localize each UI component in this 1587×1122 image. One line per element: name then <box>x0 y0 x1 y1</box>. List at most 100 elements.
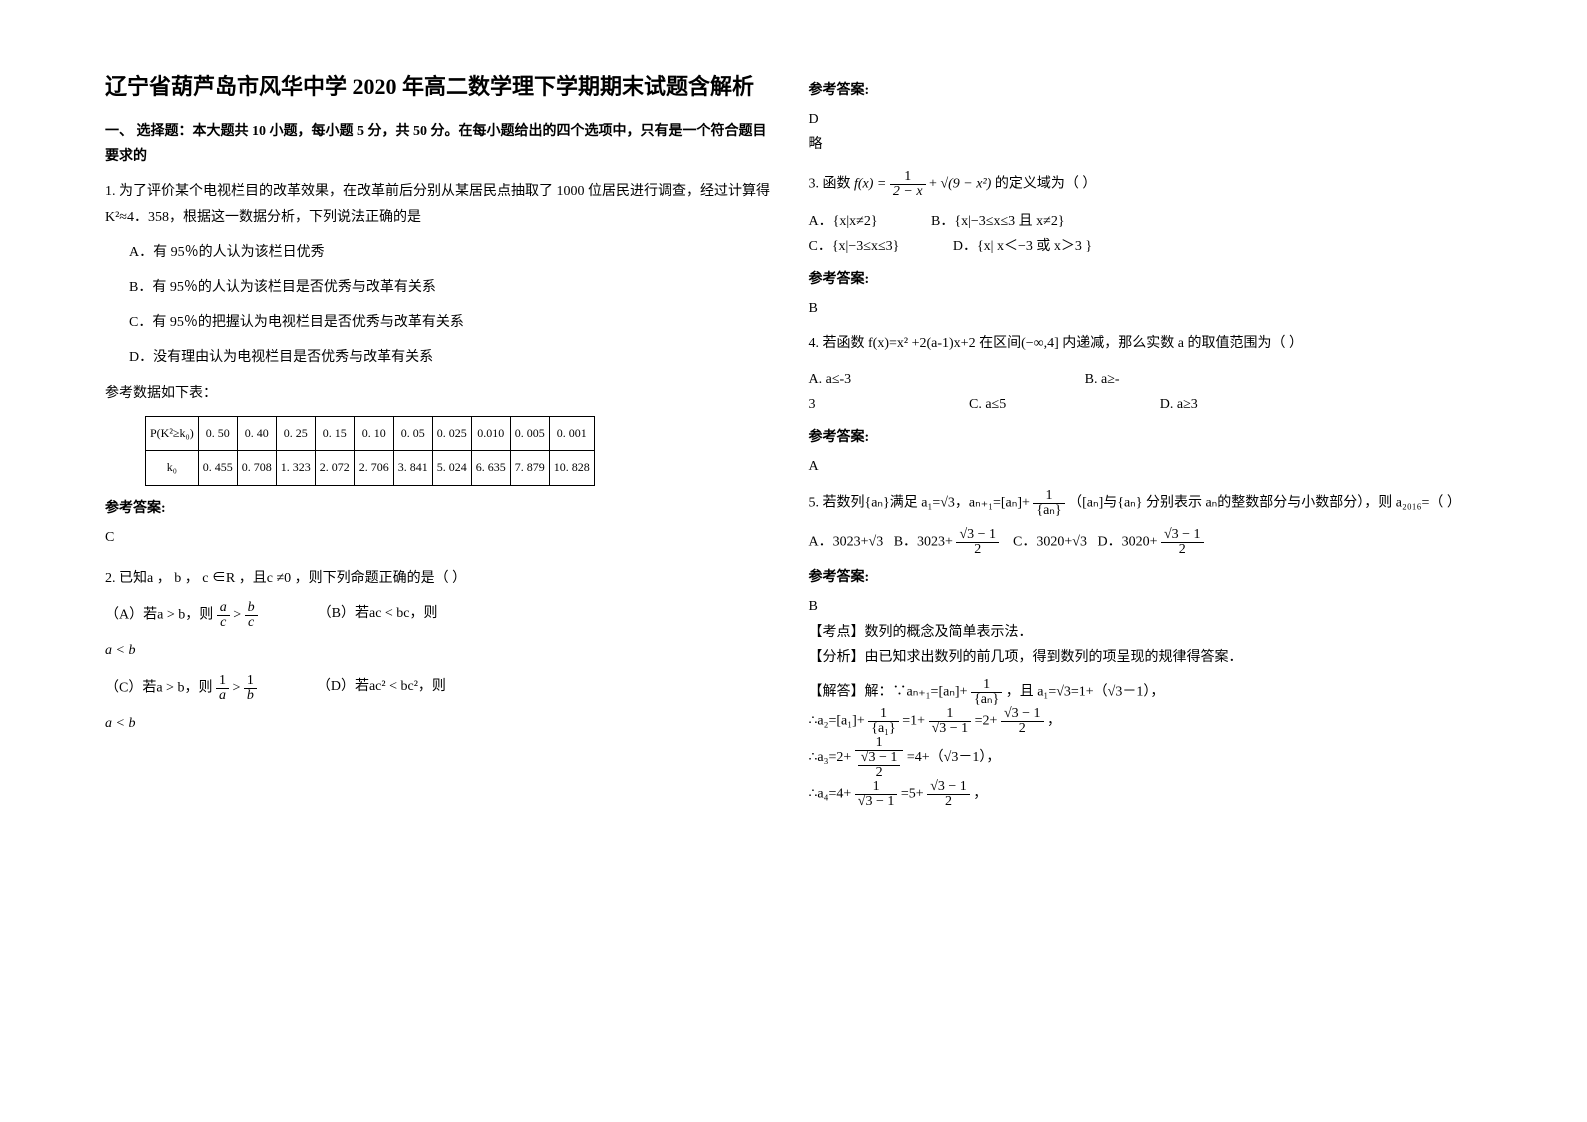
q1-table: P(K²≥k₀) 0. 50 0. 40 0. 25 0. 15 0. 10 0… <box>145 416 595 486</box>
q1-answer-label: 参考答案: <box>105 496 779 521</box>
q2-opt-d: （D）若ac² < bc²，则 <box>317 674 446 703</box>
table-row: P(K²≥k₀) 0. 50 0. 40 0. 25 0. 15 0. 10 0… <box>146 416 595 451</box>
table-cell: 2. 706 <box>354 451 393 486</box>
q3-plus: + <box>929 176 940 191</box>
frac-den: b <box>244 689 257 703</box>
frac-den: {a₁} <box>868 722 899 736</box>
q5-optc: C．3020+√3 <box>1013 535 1087 550</box>
frac-den: a <box>216 689 229 703</box>
table-cell: 0. 05 <box>393 416 432 451</box>
frac-den: 2 <box>858 766 901 780</box>
frac-den: 2 − x <box>890 185 926 199</box>
frac-num: 1 <box>890 170 926 185</box>
q3-optd: D．{x| x＜−3 或 x＞3 } <box>953 239 1092 254</box>
q5-opts: A．3023+√3 B．3023+ √3 − 12 C．3020+√3 D．30… <box>809 528 1483 557</box>
frac-num: 1 <box>868 707 899 722</box>
frac-num: 1 <box>971 678 1002 693</box>
q2-text-span: 2. 已知a ， b ， c ∈R ，且c ≠0 ，则下列命题正确的是（ ） <box>105 571 466 586</box>
q5-analysis: 【分析】由已知求出数列的前几项，得到数列的项呈现的规律得答案． <box>809 645 1483 670</box>
frac-den: √3 − 1 <box>929 722 972 736</box>
q2-answer-label: 参考答案: <box>809 78 1483 103</box>
q3-lhs: f(x) = <box>854 176 890 191</box>
table-cell: 10. 828 <box>549 451 594 486</box>
q5-sol4: ∴a₄=4+ 1√3 − 1 =5+ √3 − 12 ， <box>809 780 1483 809</box>
q3-answer: B <box>809 296 1483 321</box>
table-cell: k₀ <box>146 451 199 486</box>
q4-optb: B. a≥- <box>1085 372 1120 387</box>
frac-den: √3 − 1 <box>855 795 898 809</box>
q4-answer-label: 参考答案: <box>809 425 1483 450</box>
table-cell: 0. 50 <box>198 416 237 451</box>
frac-den: c <box>245 616 258 630</box>
q2-opta-mid: > <box>233 608 244 623</box>
q2-optd-pre: （D）若ac² < bc²，则 <box>317 679 446 694</box>
q5-sol2: ∴a₂=[a₁]+ 1{a₁} =1+ 1√3 − 1 =2+ √3 − 12 … <box>809 707 1483 736</box>
q4-opta: A. a≤-3 <box>809 372 852 387</box>
q5-sol4-end: ， <box>973 787 987 802</box>
q1-opt-c: C．有 95％的把握认为电视栏目是否优秀与改革有关系 <box>129 310 779 335</box>
table-cell: 0.010 <box>471 416 510 451</box>
q1-opt-d: D．没有理由认为电视栏目是否优秀与改革有关系 <box>129 345 779 370</box>
frac-den: 2 <box>1161 543 1204 557</box>
q2-opt-a: （A）若a > b，则 ac > bc <box>105 601 258 630</box>
q5-sol3-eq: =4+（√3－1）， <box>907 750 1000 765</box>
q2-optc-pre: （C）若a > b，则 <box>105 680 212 695</box>
q3-optc: C．{x|−3≤x≤3} <box>809 239 900 254</box>
q5-opta: A．3023+√3 <box>809 535 884 550</box>
frac-num: b <box>245 601 258 616</box>
q5-sol2-eq: =1+ <box>902 714 925 729</box>
q5-point: 【考点】数列的概念及简单表示法． <box>809 620 1483 645</box>
frac-num: 1 <box>855 736 904 751</box>
frac-den: {aₙ} <box>1033 504 1064 518</box>
q5: 5. 若数列{aₙ}满足 a₁=√3，aₙ₊₁=[aₙ]+ 1{aₙ} （[aₙ… <box>809 489 1483 518</box>
table-cell: 5. 024 <box>432 451 471 486</box>
table-cell: 6. 635 <box>471 451 510 486</box>
frac-num: 1 <box>855 780 898 795</box>
q3-optb: B．{x|−3≤x≤3 且 x≠2} <box>931 214 1065 229</box>
q5-sol4-eq: =5+ <box>901 787 927 802</box>
q4-optc: C. a≤5 <box>969 397 1006 412</box>
table-cell: 3. 841 <box>393 451 432 486</box>
frac-num: √3 − 1 <box>858 751 901 766</box>
q2-optd-end: a < b <box>105 711 779 736</box>
q3: 3. 函数 f(x) = 12 − x + √(9 − x²) 的定义域为（ ） <box>809 170 1483 199</box>
frac-num: 1 <box>1033 489 1064 504</box>
q5-sol1-pre: 【解答】解：∵aₙ₊₁=[aₙ]+ <box>809 685 971 700</box>
q5-sol1-mid: ，且 a₁=√3=1+（√3－1）， <box>1006 685 1165 700</box>
frac-den: {aₙ} <box>971 693 1002 707</box>
frac-den: 2 <box>1001 722 1044 736</box>
section-1-title: 一、 选择题：本大题共 10 小题，每小题 5 分，共 50 分。在每小题给出的… <box>105 119 779 169</box>
frac-den: 2 <box>956 543 999 557</box>
table-cell: 2. 072 <box>315 451 354 486</box>
q5-sol2-end: ， <box>1047 714 1061 729</box>
frac-den: 2 <box>927 795 970 809</box>
q2-optb-end: a < b <box>105 638 779 663</box>
q3-opts-ab: A．{x|x≠2} B．{x|−3≤x≤3 且 x≠2} <box>809 209 1483 234</box>
q1-answer: C <box>105 525 779 550</box>
q2-text: 2. 已知a ， b ， c ∈R ，且c ≠0 ，则下列命题正确的是（ ） <box>105 566 779 591</box>
q2-detail: 略 <box>809 132 1483 157</box>
table-cell: 0. 15 <box>315 416 354 451</box>
q2-opt-b: （B）若ac < bc，则 <box>318 601 438 630</box>
q3-suffix: 的定义域为（ ） <box>995 176 1097 191</box>
frac-num: a <box>217 601 230 616</box>
q5-sol3: ∴a₃=2+ 1 √3 − 12 =4+（√3－1）， <box>809 736 1483 780</box>
q5-sol4-pre: ∴a₄=4+ <box>809 787 852 802</box>
q5-answer: B <box>809 594 1483 619</box>
q3-prefix: 3. 函数 <box>809 176 851 191</box>
frac-num: 1 <box>929 707 972 722</box>
q2-optc-mid: > <box>232 680 243 695</box>
table-cell: 0. 001 <box>549 416 594 451</box>
frac-num: 1 <box>216 674 229 689</box>
q5-sol3-pre: ∴a₃=2+ <box>809 750 855 765</box>
page-title: 辽宁省葫芦岛市风华中学 2020 年高二数学理下学期期末试题含解析 <box>105 70 779 103</box>
q4-opts-ab: A. a≤-3 B. a≥- <box>809 367 1483 392</box>
table-cell: 0. 40 <box>237 416 276 451</box>
q4-text: 4. 若函数 f(x)=x² +2(a-1)x+2 在区间(−∞,4] 内递减，… <box>809 331 1483 356</box>
q2-opta-pre: （A）若a > b，则 <box>105 608 213 623</box>
frac-num: √3 − 1 <box>927 780 970 795</box>
table-cell: P(K²≥k₀) <box>146 416 199 451</box>
table-cell: 0. 10 <box>354 416 393 451</box>
table-cell: 7. 879 <box>510 451 549 486</box>
frac-num: √3 − 1 <box>1161 528 1204 543</box>
